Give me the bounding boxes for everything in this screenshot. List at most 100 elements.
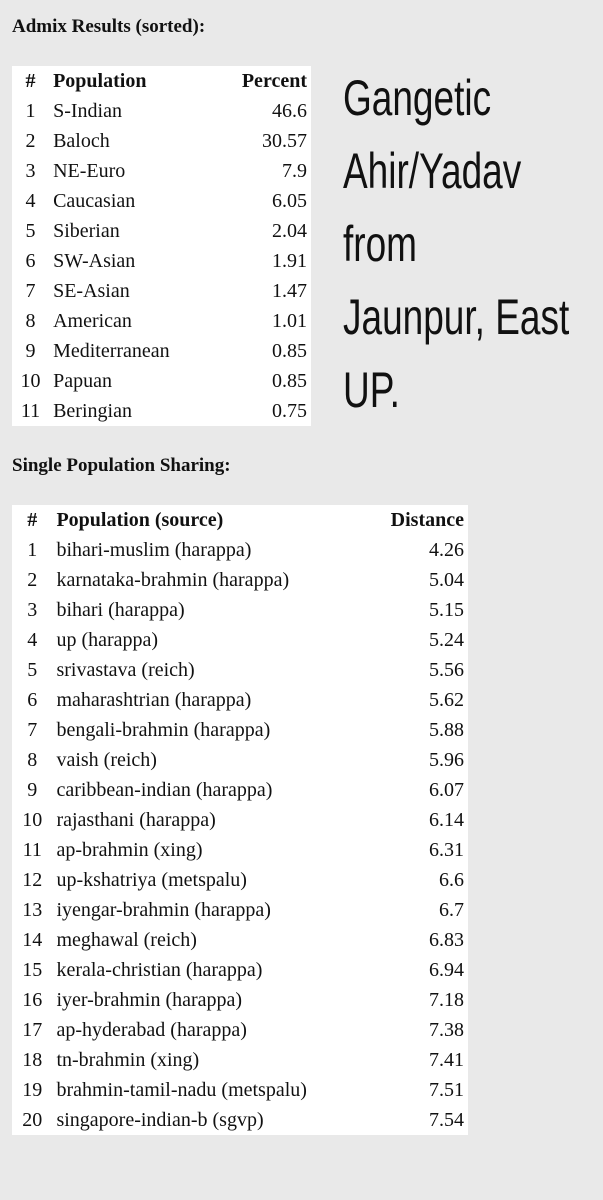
value: 5.62: [429, 688, 464, 711]
table-row: 1 bihari-muslim (harappa) 4.26: [12, 535, 468, 565]
value: 30.57: [262, 129, 307, 152]
table-row: 14 meghawal (reich) 6.83: [12, 925, 468, 955]
rank: 19: [22, 1078, 43, 1101]
note-line: from: [343, 216, 417, 272]
value: 5.04: [429, 568, 464, 591]
note: Gangetic Ahir/Yadav from Jaunpur, East UP.: [343, 62, 569, 427]
table-row: 4 Caucasian 6.05: [12, 186, 311, 216]
table-row: 3 bihari (harappa) 5.15: [12, 595, 468, 625]
section-title: Admix Results (sorted):: [12, 16, 206, 37]
rank: 20: [22, 1108, 43, 1131]
population: NE-Euro: [53, 159, 126, 182]
table-row: 17 ap-hyderabad (harappa) 7.38: [12, 1015, 468, 1045]
rank: 5: [25, 219, 36, 242]
value: 5.56: [429, 658, 464, 681]
value: 0.75: [272, 399, 307, 422]
table-row: 19 brahmin-tamil-nadu (metspalu) 7.51: [12, 1075, 468, 1105]
rank: 2: [27, 568, 38, 591]
value: 1.01: [272, 309, 307, 332]
rank: 1: [25, 99, 36, 122]
population: Papuan: [53, 369, 112, 392]
table-row: 1 S-Indian 46.6: [12, 96, 311, 126]
population: Caucasian: [53, 189, 136, 212]
rank: 9: [25, 339, 36, 362]
value: 6.6: [439, 868, 464, 891]
population: tn-brahmin (xing): [56, 1049, 200, 1071]
value: 6.14: [429, 808, 464, 831]
population: Baloch: [53, 129, 110, 152]
rank: 14: [22, 928, 43, 951]
rank: 17: [22, 1018, 43, 1041]
value: 7.41: [429, 1048, 464, 1071]
value: 6.07: [429, 778, 464, 801]
admix-table: # Population Percent 1 S-Indian 46.6 2 Baloch 30…: [12, 66, 311, 426]
value: 2.04: [272, 219, 307, 242]
population: iyengar-brahmin (harappa): [56, 899, 271, 921]
value: 5.88: [429, 718, 464, 741]
value: 7.54: [429, 1108, 464, 1131]
column-header: Percent: [241, 69, 307, 92]
rank: 16: [22, 988, 43, 1011]
value: 5.15: [429, 598, 464, 621]
section-title: Single Population Sharing:: [12, 455, 231, 476]
value: 1.47: [272, 279, 307, 302]
population: Siberian: [53, 219, 120, 242]
population: bengali-brahmin (harappa): [56, 719, 271, 741]
population: up (harappa): [56, 629, 159, 651]
rank: 10: [22, 808, 43, 831]
value: 7.9: [282, 159, 307, 182]
table-row: 9 caribbean-indian (harappa) 6.07: [12, 775, 468, 805]
table-row: 8 American 1.01: [12, 306, 311, 336]
table-row: 10 rajasthani (harappa) 6.14: [12, 805, 468, 835]
population: brahmin-tamil-nadu (metspalu): [56, 1079, 307, 1101]
table-row: 2 karnataka-brahmin (harappa) 5.04: [12, 565, 468, 595]
value: 7.51: [429, 1078, 464, 1101]
value: 6.7: [439, 898, 464, 921]
column-header: Distance: [390, 508, 464, 531]
population: karnataka-brahmin (harappa): [56, 569, 290, 591]
rank: 3: [25, 159, 36, 182]
table-row: 7 SE-Asian 1.47: [12, 276, 311, 306]
rank: 6: [25, 249, 36, 272]
rank: 12: [22, 868, 43, 891]
population: maharashtrian (harappa): [56, 689, 252, 711]
table-row: 11 ap-brahmin (xing) 6.31: [12, 835, 468, 865]
population: Mediterranean: [53, 339, 170, 362]
table-row: 13 iyengar-brahmin (harappa) 6.7: [12, 895, 468, 925]
table-row: 20 singapore-indian-b (sgvp) 7.54: [12, 1105, 468, 1135]
table-row: 9 Mediterranean 0.85: [12, 336, 311, 366]
population: ap-brahmin (xing): [56, 839, 203, 861]
rank: 1: [27, 538, 38, 561]
population: American: [53, 309, 132, 332]
table-row: 4 up (harappa) 5.24: [12, 625, 468, 655]
table-row: 6 SW-Asian 1.91: [12, 246, 311, 276]
rank: 6: [27, 688, 38, 711]
rank: 15: [22, 958, 43, 981]
column-header: #: [27, 508, 38, 531]
note-line: Gangetic: [343, 70, 492, 126]
value: 6.31: [429, 838, 464, 861]
population: vaish (reich): [56, 749, 157, 771]
note-line: Ahir/Yadav: [343, 143, 522, 199]
table-row: 15 kerala-christian (harappa) 6.94: [12, 955, 468, 985]
column-header: Population: [53, 69, 147, 92]
value: 7.18: [429, 988, 464, 1011]
value: 6.05: [272, 189, 307, 212]
value: 46.6: [272, 99, 307, 122]
population: SE-Asian: [53, 279, 130, 302]
rank: 11: [20, 399, 41, 422]
population: S-Indian: [53, 99, 122, 122]
value: 6.94: [429, 958, 464, 981]
rank: 10: [20, 369, 41, 392]
note-line: Jaunpur, East: [343, 289, 570, 345]
population: bihari (harappa): [56, 599, 185, 621]
table-row: 12 up-kshatriya (metspalu) 6.6: [12, 865, 468, 895]
rank: 11: [22, 838, 42, 861]
rank: 9: [27, 778, 38, 801]
rank: 4: [25, 189, 36, 212]
value: 6.83: [429, 928, 464, 951]
table-row: 8 vaish (reich) 5.96: [12, 745, 468, 775]
value: 5.24: [429, 628, 464, 651]
table-row: 3 NE-Euro 7.9: [12, 156, 311, 186]
population: meghawal (reich): [56, 929, 197, 951]
